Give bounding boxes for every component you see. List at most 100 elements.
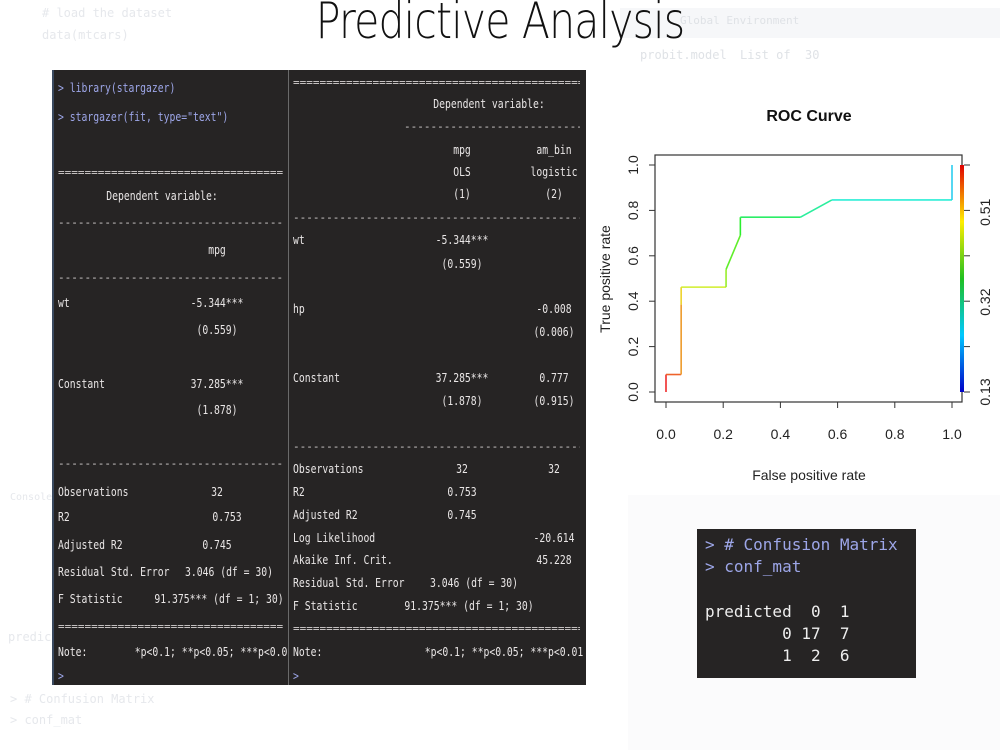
table-row: F Statistic 91.375*** (df = 1; 30) [54, 589, 289, 609]
table-rule: ========================================… [293, 624, 580, 634]
row-label: Observations [58, 484, 129, 499]
prompt-cursor[interactable]: > [58, 668, 64, 683]
colorbar-tick-label: 0.32 [977, 288, 993, 315]
model-2-value: (0.915) [533, 393, 575, 408]
note-label: Note: [293, 644, 323, 659]
model-1-value: 37.285*** [435, 370, 489, 385]
model-1-value: -5.344*** [435, 232, 489, 247]
model-1-value: 91.375*** (df = 1; 30) [404, 598, 534, 613]
row-label: R2 [58, 509, 70, 524]
table-row: (1.878) [54, 400, 289, 420]
row-value: (0.559) [196, 322, 238, 337]
column-header: OLS [453, 164, 471, 179]
ghost-code-line: # load the dataset [42, 6, 173, 20]
x-tick-label: 0.6 [828, 426, 848, 442]
row-value: 91.375*** (df = 1; 30) [154, 591, 284, 606]
y-tick-label: 0.6 [625, 246, 641, 266]
x-tick-label: 0.0 [656, 426, 676, 442]
model-2-value: 0.777 [539, 370, 569, 385]
ghost-env-item: probit.model [640, 48, 727, 62]
table-row: (1.878) (0.915) [289, 391, 586, 411]
row-label: Adjusted R2 [58, 537, 123, 552]
table-row: Akaike Inf. Crit. 45.228 [289, 550, 586, 570]
dep-var-header: Dependent variable: [289, 94, 586, 114]
ghost-console-line: > conf_mat [10, 713, 83, 727]
confusion-matrix-console: > # Confusion Matrix > conf_mat predicte… [697, 529, 916, 678]
colorbar [960, 165, 964, 392]
note-label: Note: [58, 644, 88, 659]
column-header: mpg [453, 142, 471, 157]
chart-title: ROC Curve [766, 108, 851, 125]
row-value: 32 [211, 484, 223, 499]
y-tick-label: 0.0 [625, 382, 641, 402]
row-value: (1.878) [196, 402, 238, 417]
roc-curve-segment [800, 199, 833, 218]
column-header: logistic [530, 164, 578, 179]
note-row: Note: *p<0.1; **p<0.05; ***p<0.01 [289, 642, 586, 662]
row-value: 0.745 [202, 537, 232, 552]
model-1-value: 0.745 [447, 507, 477, 522]
note-row: Note: *p<0.1; **p<0.05; ***p<0.01 [54, 642, 293, 662]
row-value: 37.285*** [190, 376, 244, 391]
row-label: Residual Std. Error [58, 564, 170, 579]
table-row: F Statistic 91.375*** (df = 1; 30) [289, 596, 586, 616]
model-1-value: (1.878) [441, 393, 483, 408]
ghost-console-line: > # Confusion Matrix [10, 692, 155, 706]
x-tick-label: 0.8 [885, 426, 905, 442]
table-row: R2 0.753 [54, 507, 289, 527]
plot-frame [654, 154, 963, 403]
console-command: > library(stargazer) [54, 78, 289, 98]
table-row: Log Likelihood -20.614 [289, 528, 586, 548]
row-label: hp [293, 301, 305, 316]
model-2-value: 32 [548, 461, 560, 476]
command-text: > stargazer(fit, type="text") [58, 109, 229, 124]
column-header: am_bin [536, 142, 572, 157]
row-value: 0.753 [212, 509, 242, 524]
table-row: (0.559) [54, 320, 289, 340]
colorbar-tick-label: 0.13 [977, 378, 993, 405]
prompt-cursor[interactable]: > [293, 668, 299, 683]
y-axis-label: True positive rate [597, 225, 613, 333]
table-row: Residual Std. Error 3.046 (df = 30) [54, 562, 289, 582]
column-header-row: OLS logistic [289, 162, 586, 182]
console-input[interactable]: > [289, 666, 586, 686]
table-row: (0.559) [289, 254, 586, 274]
row-label: Akaike Inf. Crit. [293, 552, 393, 567]
table-rule: ----------------------------------------… [58, 218, 283, 228]
dep-var-label: Dependent variable: [433, 96, 545, 111]
table-rule: ----------------------------------------… [293, 213, 580, 223]
note-text: *p<0.1; **p<0.05; ***p<0.01 [134, 644, 294, 659]
column-header-row: (1) (2) [289, 184, 586, 204]
row-label: Constant [293, 370, 340, 385]
model-2-value: (0.006) [533, 324, 575, 339]
table-row: (0.006) [289, 322, 586, 342]
table-row: wt -5.344*** [289, 230, 586, 250]
table-row: Residual Std. Error 3.046 (df = 30) [289, 573, 586, 593]
model-2-value: 45.228 [536, 552, 572, 567]
table-row: R2 0.753 [289, 482, 586, 502]
column-header-row: mpg am_bin [289, 140, 586, 160]
cm-row: predicted 0 1 [705, 602, 850, 621]
table-row: hp -0.008 [289, 299, 586, 319]
row-label: F Statistic [293, 598, 358, 613]
column-header: (2) [545, 186, 563, 201]
row-label: wt [58, 295, 70, 310]
table-rule: ========================================… [58, 622, 283, 632]
model-1-value: 32 [456, 461, 468, 476]
table-row: Adjusted R2 0.745 [54, 535, 289, 555]
row-label: Adjusted R2 [293, 507, 358, 522]
row-label: wt [293, 232, 305, 247]
ghost-env-bar [620, 8, 1000, 38]
dep-var-name: mpg [208, 242, 226, 257]
cm-row: 1 2 6 [705, 646, 850, 665]
table-row: Adjusted R2 0.745 [289, 505, 586, 525]
cm-row: 0 17 7 [705, 624, 850, 643]
stargazer-two-model-output: ========================================… [288, 70, 586, 685]
dep-var-label: Dependent variable: [106, 188, 218, 203]
roc-curve-segment [725, 235, 742, 270]
console-input[interactable]: > [54, 666, 289, 686]
row-label: R2 [293, 484, 305, 499]
y-tick-label: 0.4 [625, 291, 641, 311]
table-row: Constant 37.285*** [54, 374, 289, 394]
table-rule: ========================================… [293, 78, 580, 88]
